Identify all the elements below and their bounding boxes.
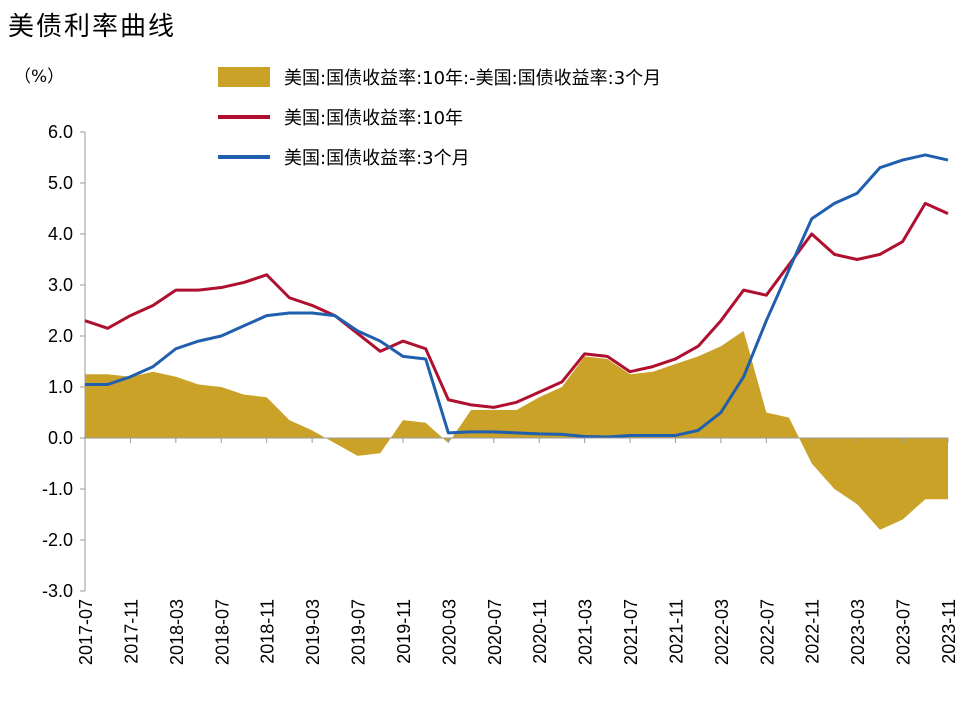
- x-tick-label: 2018-03: [167, 599, 187, 665]
- x-tick-label: 2021-11: [666, 599, 686, 664]
- x-tick-label: 2023-11: [939, 599, 959, 664]
- y-tick-label: 2.0: [48, 326, 73, 346]
- x-tick-label: 2020-03: [439, 599, 459, 665]
- y-tick-label: 1.0: [48, 377, 73, 397]
- x-tick-label: 2021-03: [576, 599, 596, 665]
- x-tick-label: 2022-11: [803, 599, 823, 664]
- y-axis-unit-label: （%）: [14, 67, 65, 87]
- series-10y-line: [84, 201, 949, 409]
- y-tick-label: 3.0: [48, 275, 73, 295]
- series-spread-area: [85, 330, 948, 530]
- legend-item-spread: 美国:国债收益率:10年:-美国:国债收益率:3个月: [284, 68, 661, 89]
- y-tick-label: -3.0: [42, 581, 73, 601]
- x-tick-label: 2023-07: [894, 599, 914, 665]
- x-tick-label: 2022-07: [757, 599, 777, 665]
- x-tick-label: 2019-03: [303, 599, 323, 665]
- legend-item-10y: 美国:国债收益率:10年: [284, 108, 463, 129]
- y-tick-label: -1.0: [42, 479, 73, 499]
- x-tick-label: 2017-07: [76, 599, 96, 665]
- series-3m-line: [85, 153, 949, 439]
- x-tick-label: 2020-11: [530, 599, 550, 664]
- chart-title: 美债利率曲线: [8, 12, 177, 42]
- legend-swatch: [218, 67, 270, 87]
- y-tick-label: -2.0: [42, 530, 73, 550]
- y-tick-label: 4.0: [48, 224, 73, 244]
- x-tick-label: 2018-11: [258, 599, 278, 664]
- x-tick-label: 2018-07: [212, 599, 232, 665]
- x-tick-label: 2019-11: [394, 599, 414, 664]
- legend-item-3m: 美国:国债收益率:3个月: [284, 148, 470, 169]
- x-tick-label: 2020-07: [485, 599, 505, 665]
- x-tick-label: 2023-03: [848, 599, 868, 665]
- x-tick-label: 2021-07: [621, 599, 641, 665]
- y-tick-label: 6.0: [48, 122, 73, 142]
- y-tick-label: 5.0: [48, 173, 73, 193]
- y-tick-label: 0.0: [48, 428, 73, 448]
- x-tick-label: 2017-11: [121, 599, 141, 664]
- x-tick-label: 2022-03: [712, 599, 732, 665]
- x-tick-label: 2019-07: [349, 599, 369, 665]
